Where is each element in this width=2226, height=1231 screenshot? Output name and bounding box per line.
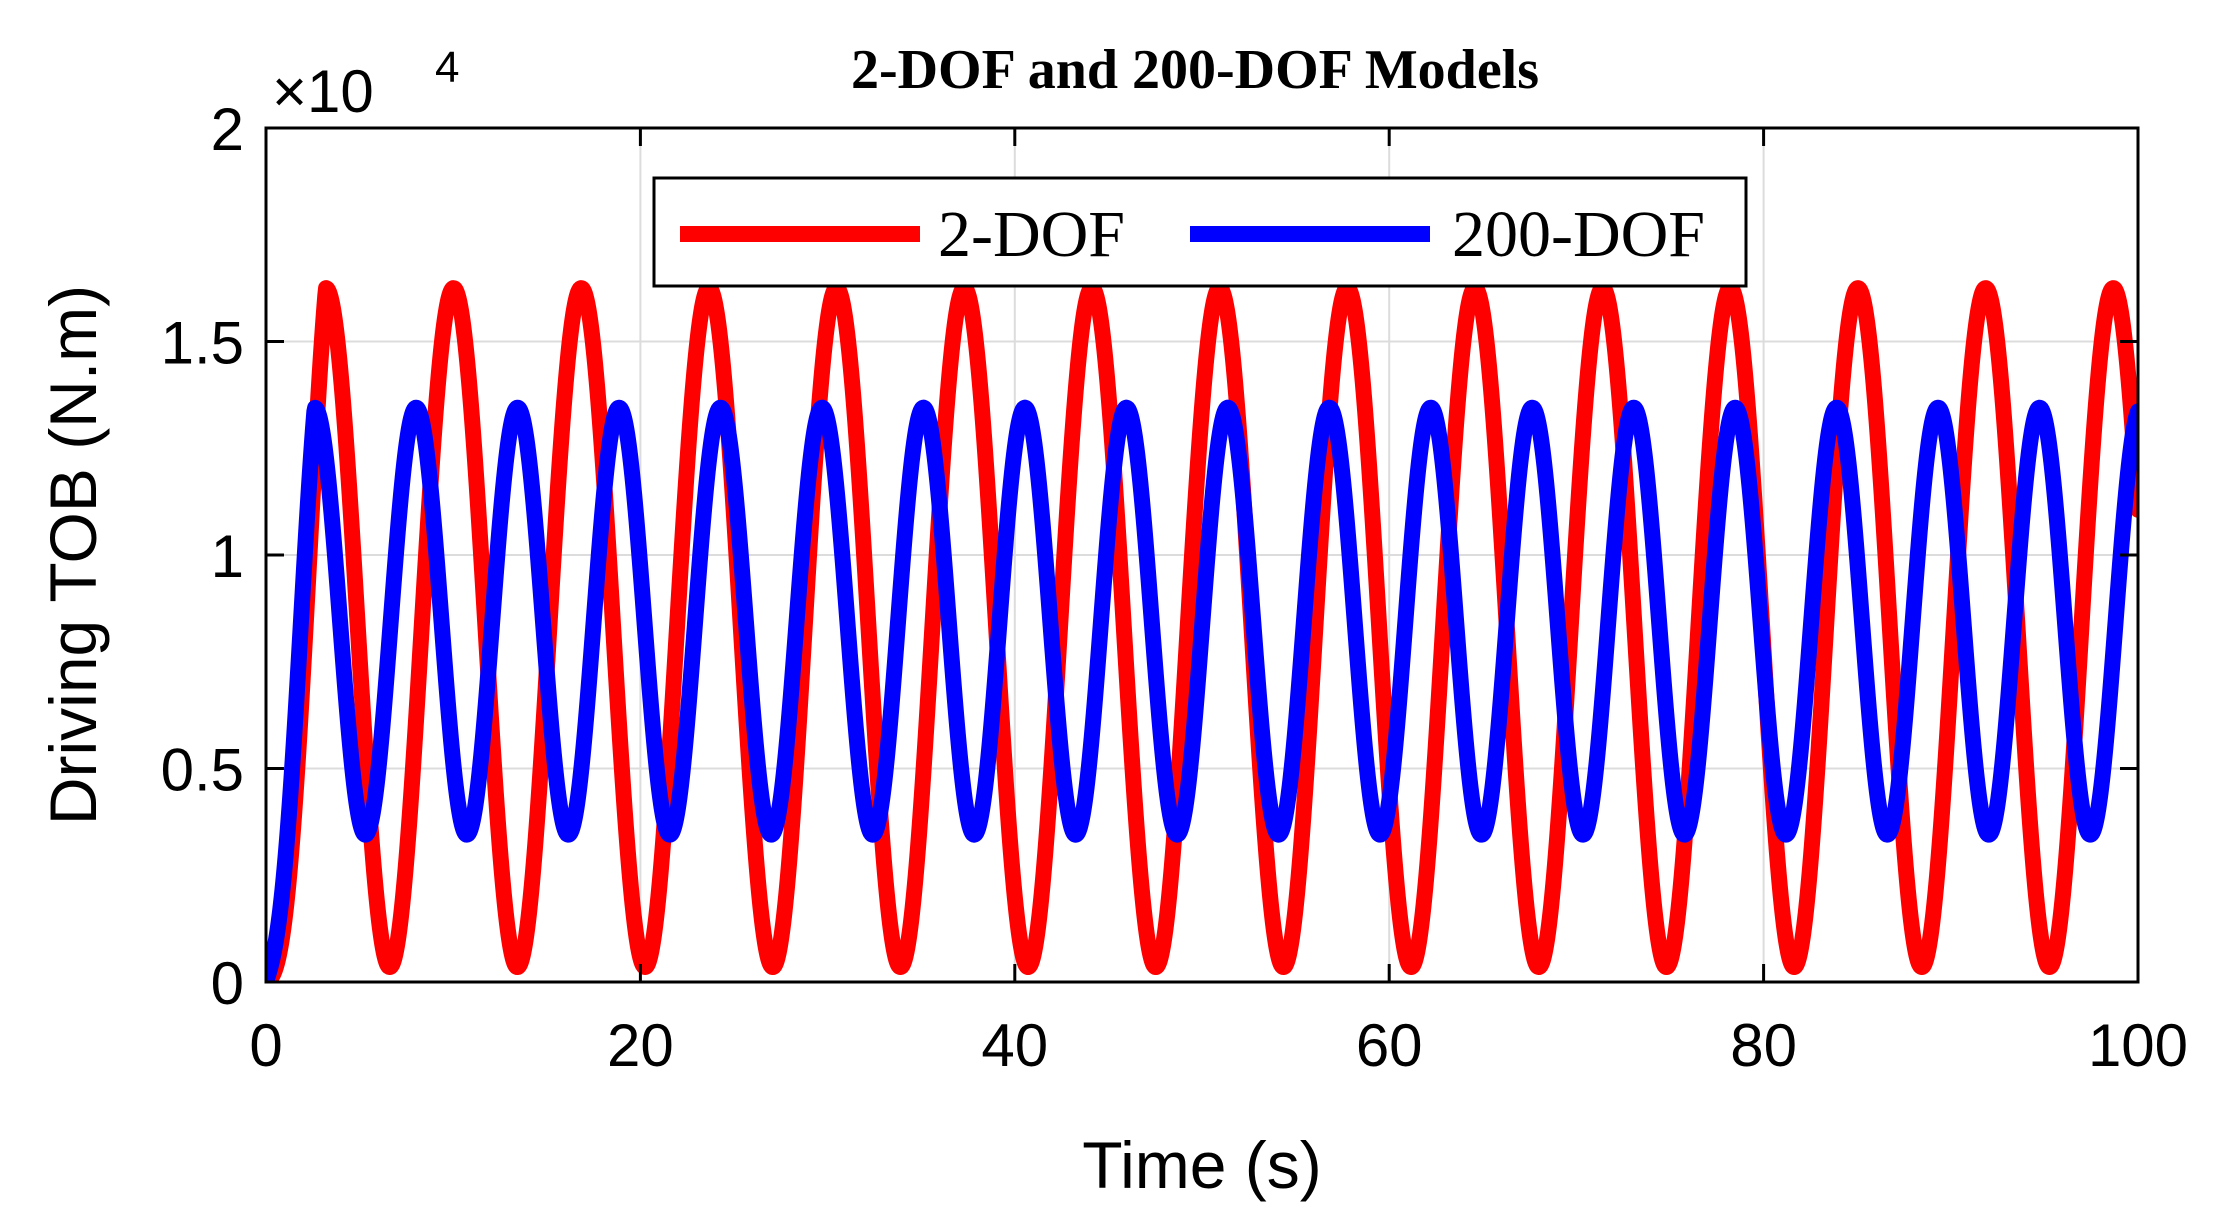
y-tick-label: 1.5 xyxy=(161,310,244,377)
x-tick-label: 100 xyxy=(2088,1012,2188,1079)
series-line-2-dof xyxy=(266,280,2138,982)
x-tick-label: 0 xyxy=(249,1012,282,1079)
x-axis-label: Time (s) xyxy=(1082,1128,1322,1202)
legend: 2-DOF 200-DOF xyxy=(652,176,1748,288)
y-multiplier-base: ×10 xyxy=(272,58,374,125)
x-tick-label: 40 xyxy=(981,1012,1048,1079)
x-tick-label: 80 xyxy=(1730,1012,1797,1079)
ticks xyxy=(264,126,2140,984)
x-tick-labels: 0 20 40 60 80 100 xyxy=(249,1012,2188,1079)
y-multiplier-exponent: 4 xyxy=(435,43,459,92)
y-tick-label: 2 xyxy=(211,96,244,163)
y-multiplier: ×10 4 xyxy=(272,43,459,125)
y-tick-labels: 0 0.5 1 1.5 2 xyxy=(161,96,244,1017)
legend-label-2-dof: 2-DOF xyxy=(938,198,1125,271)
y-tick-label: 0.5 xyxy=(161,737,244,804)
plot-area xyxy=(266,280,2138,982)
y-tick-label: 0 xyxy=(211,950,244,1017)
legend-label-200-dof: 200-DOF xyxy=(1452,198,1705,271)
y-tick-label: 1 xyxy=(211,523,244,590)
series-line-200-dof xyxy=(266,399,2138,982)
chart-title: 2-DOF and 200-DOF Models xyxy=(851,39,1539,101)
x-tick-label: 20 xyxy=(607,1012,674,1079)
y-axis-label: Driving TOB (N.m) xyxy=(36,285,110,825)
x-tick-label: 60 xyxy=(1356,1012,1423,1079)
